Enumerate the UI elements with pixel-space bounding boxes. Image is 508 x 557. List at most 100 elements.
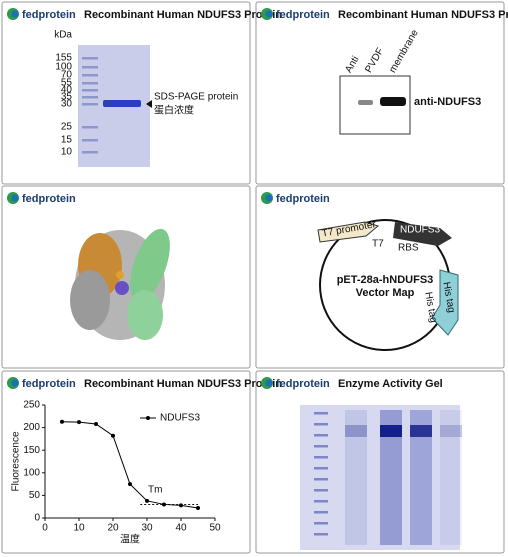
ladder-band — [314, 467, 328, 470]
ladder-band — [82, 103, 98, 106]
logo-icon — [265, 194, 273, 202]
marker-label: 70 — [61, 70, 73, 81]
ladder-band — [82, 89, 98, 92]
ladder-band — [314, 522, 328, 525]
line — [61, 421, 199, 509]
ladder-band — [82, 126, 98, 129]
lane-band — [380, 425, 402, 437]
panel-title: Enzyme Activity Gel — [338, 378, 443, 390]
ladder-band — [82, 139, 98, 142]
ladder-band — [82, 74, 98, 77]
ladder-band — [314, 478, 328, 481]
map-label: RBS — [398, 243, 419, 254]
protein-structure — [70, 228, 170, 340]
point — [196, 506, 200, 511]
x-tick-label: 30 — [141, 523, 153, 534]
panel — [255, 185, 505, 369]
arrow — [146, 100, 152, 108]
marker-label: 35 — [61, 92, 73, 103]
panel-title: Recombinant Human NDUFS3 Protein — [338, 9, 508, 21]
logo-icon — [11, 10, 19, 18]
blot-band — [358, 100, 373, 105]
lane-band — [440, 425, 462, 437]
logo-text: fedprotein — [22, 193, 76, 205]
y-tick-label: 200 — [23, 422, 40, 433]
x-tick-label: 40 — [175, 523, 187, 534]
y-tick-label: 100 — [23, 467, 40, 478]
marker-label: 40 — [61, 85, 73, 96]
y-tick-label: 50 — [29, 490, 41, 501]
y-tick-label: 250 — [23, 400, 40, 411]
blot-label: anti-NDUFS3 — [414, 96, 481, 108]
ladder-band — [82, 82, 98, 85]
lane-band — [345, 425, 367, 437]
legend-label: NDUFS3 — [160, 413, 200, 424]
lane-label: membrane — [387, 28, 421, 75]
plasmid-map — [317, 219, 459, 351]
x-tick-label: 0 — [42, 523, 48, 534]
logo-text: fedprotein — [22, 378, 76, 390]
x-tick-label: 10 — [73, 523, 85, 534]
panel — [255, 370, 505, 554]
lane-band — [410, 425, 432, 437]
logo-icon — [11, 379, 19, 387]
map-title: pET-28a-hNDUFS3 — [337, 274, 434, 286]
ladder-band — [82, 66, 98, 69]
panel — [1, 370, 251, 554]
logo-text: fedprotein — [276, 9, 330, 21]
x-tick-label: 50 — [209, 523, 221, 534]
marker-label: 55 — [61, 78, 73, 89]
ladder-band — [314, 445, 328, 448]
marker-label: 30 — [61, 99, 73, 110]
annotation: Tm — [148, 485, 162, 496]
ladder-band — [314, 434, 328, 437]
y-tick-label: 150 — [23, 445, 40, 456]
point — [179, 503, 183, 508]
ladder-band — [314, 456, 328, 459]
protein-band — [103, 100, 141, 107]
ladder-band — [314, 533, 328, 536]
ladder-band — [314, 511, 328, 514]
gel-label2: 蛋白浓度 — [154, 104, 194, 117]
panel-title: Recombinant Human NDUFS3 Protein — [84, 378, 282, 390]
lane-label: PVDF — [363, 46, 386, 75]
map-subtitle: Vector Map — [356, 287, 415, 299]
map-label: His tag — [422, 291, 438, 324]
gel-label: SDS-PAGE protein — [154, 92, 238, 103]
logo-icon — [265, 379, 273, 387]
point — [60, 419, 64, 424]
ladder-band — [314, 412, 328, 415]
ladder-band — [314, 500, 328, 503]
gel-unit: kDa — [54, 30, 72, 41]
lane-smear — [410, 410, 432, 545]
y-axis-label: Fluorescence — [11, 431, 22, 491]
marker-label: 100 — [55, 62, 72, 73]
marker-label: 25 — [61, 122, 73, 133]
ladder-band — [314, 489, 328, 492]
marker-label: 10 — [61, 147, 73, 158]
point — [128, 482, 132, 487]
ladder-band — [314, 423, 328, 426]
panel-title: Recombinant Human NDUFS3 Protein — [84, 9, 282, 21]
marker-label: 15 — [61, 135, 73, 146]
lane-smear — [380, 410, 402, 545]
map-label: T7 — [372, 239, 384, 250]
blot-band — [380, 97, 406, 106]
lane-smear — [440, 410, 462, 545]
point — [145, 498, 149, 503]
panel — [255, 1, 505, 185]
logo-text: fedprotein — [22, 9, 76, 21]
logo-text: fedprotein — [276, 193, 330, 205]
x-tick-label: 20 — [107, 523, 119, 534]
legend-dot — [146, 416, 150, 420]
logo-text: fedprotein — [276, 378, 330, 390]
lane-smear — [345, 410, 367, 545]
ladder-band — [82, 57, 98, 60]
logo-icon — [265, 10, 273, 18]
lane-label: Anti — [343, 54, 361, 74]
map-label: His tag — [440, 281, 456, 314]
logo-icon — [11, 194, 19, 202]
marker-label: 155 — [55, 53, 72, 64]
panel — [1, 185, 251, 369]
